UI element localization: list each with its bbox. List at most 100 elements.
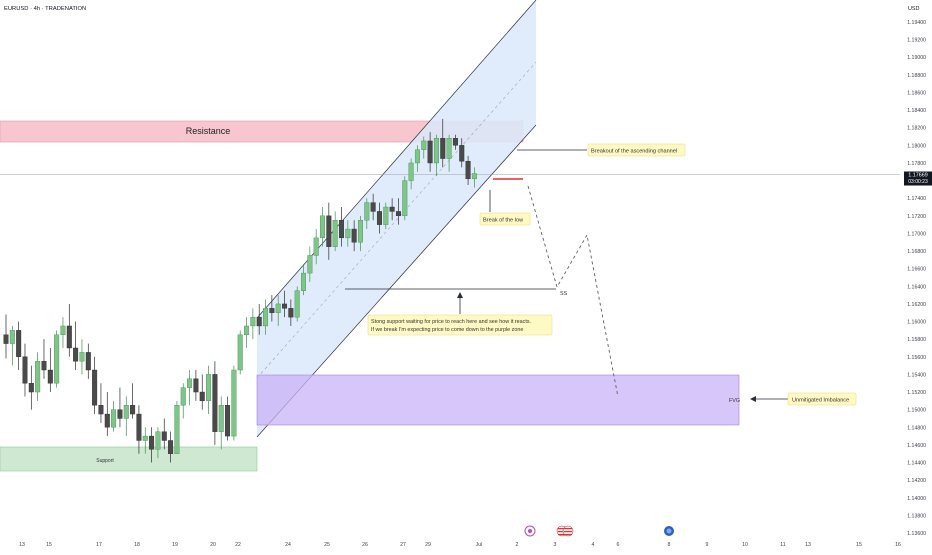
candle-body[interactable] [155, 431, 161, 450]
support-zone[interactable] [0, 446, 258, 472]
candle-body[interactable] [263, 308, 269, 327]
candle-body[interactable] [383, 206, 389, 225]
candle-body[interactable] [288, 308, 294, 318]
candle-body[interactable] [130, 405, 136, 415]
candle-body[interactable] [294, 290, 300, 318]
candle-body[interactable] [142, 435, 148, 441]
candle-body[interactable] [54, 334, 60, 384]
candle-body[interactable] [370, 202, 376, 212]
candle-body[interactable] [269, 308, 275, 313]
time-tick-label: 18 [134, 542, 140, 548]
candle-body[interactable] [199, 391, 205, 402]
candle-body[interactable] [237, 334, 243, 371]
break-low-note-box[interactable] [479, 212, 531, 226]
fvg-zone[interactable] [256, 374, 740, 426]
candle-body[interactable] [206, 374, 212, 402]
candle-body[interactable] [376, 211, 382, 225]
candle-body[interactable] [41, 360, 47, 371]
candle-body[interactable] [111, 409, 117, 428]
candle-body[interactable] [136, 413, 142, 441]
candle-body[interactable] [168, 440, 174, 454]
candle-body[interactable] [326, 215, 332, 247]
globe-icon[interactable] [664, 526, 674, 536]
ascending-channel[interactable] [257, 0, 536, 437]
candle-body[interactable] [16, 330, 22, 357]
candle-body[interactable] [440, 138, 446, 159]
price-tick-label: 1.14200 [907, 478, 926, 484]
time-tick-label: 17 [96, 542, 102, 548]
candle-body[interactable] [123, 405, 129, 419]
candle-body[interactable] [433, 138, 439, 164]
candle-body[interactable] [60, 325, 66, 335]
candle-body[interactable] [66, 325, 72, 349]
us-flag-icon[interactable] [562, 525, 574, 537]
candle-body[interactable] [313, 237, 319, 256]
candle-body[interactable] [338, 220, 344, 239]
candles-layer[interactable] [3, 118, 477, 463]
candle-body[interactable] [35, 360, 41, 393]
candle-body[interactable] [345, 228, 351, 239]
symbol-title[interactable]: EURUSD · 4h · TRADENATION [4, 6, 86, 12]
candle-body[interactable] [212, 374, 218, 432]
candle-body[interactable] [471, 173, 477, 180]
candle-body[interactable] [446, 138, 452, 159]
time-axis[interactable]: 13 15 17 18 19 20 22 24 25 26 27 29 Jul 2 3 4 6 8 9 10 11 13 1… [19, 542, 901, 548]
candle-body[interactable] [28, 383, 34, 393]
time-tick-label: 20 [210, 542, 216, 548]
time-tick-label: 15 [46, 542, 52, 548]
candle-body[interactable] [187, 378, 193, 388]
candle-body[interactable] [218, 405, 224, 432]
candle-body[interactable] [364, 202, 370, 221]
candle-body[interactable] [414, 149, 420, 164]
candle-body[interactable] [149, 435, 155, 450]
candle-body[interactable] [98, 405, 104, 415]
candle-body[interactable] [47, 369, 53, 384]
candle-body[interactable] [79, 352, 85, 362]
candle-body[interactable] [301, 272, 307, 291]
price-tick-label: 1.18600 [907, 90, 926, 96]
candle-body[interactable] [193, 378, 199, 393]
candle-body[interactable] [9, 330, 15, 344]
candle-body[interactable] [421, 140, 427, 150]
projected-price-path[interactable] [527, 185, 619, 398]
candle-body[interactable] [174, 405, 180, 454]
candle-body[interactable] [395, 211, 401, 217]
candle-body[interactable] [307, 255, 313, 274]
breakout-note-box[interactable] [587, 143, 686, 157]
time-tick-label: 16 [895, 542, 901, 548]
candle-body[interactable] [402, 180, 408, 217]
candle-body[interactable] [22, 356, 28, 384]
candle-body[interactable] [357, 220, 363, 243]
candle-body[interactable] [104, 413, 110, 428]
candle-body[interactable] [389, 206, 395, 212]
candle-body[interactable] [351, 228, 357, 243]
time-tick-label: 29 [425, 542, 431, 548]
candle-body[interactable] [320, 215, 326, 239]
price-axis[interactable]: 1.19400 1.19200 1.19000 1.18800 1.18600 1.184… [907, 20, 926, 537]
candle-body[interactable] [73, 347, 79, 362]
candle-body[interactable] [180, 387, 186, 406]
candle-body[interactable] [452, 138, 458, 146]
candle-body[interactable] [408, 162, 414, 181]
candle-body[interactable] [459, 145, 465, 162]
candle-body[interactable] [225, 405, 231, 437]
candle-body[interactable] [250, 316, 256, 327]
candle-body[interactable] [244, 325, 250, 335]
imbalance-note-box[interactable] [787, 392, 857, 406]
candle-body[interactable] [427, 140, 433, 164]
candle-body[interactable] [282, 303, 288, 309]
candle-body[interactable] [161, 431, 167, 441]
candle-body[interactable] [117, 409, 123, 419]
candle-body[interactable] [256, 316, 262, 327]
candle-body[interactable] [231, 369, 237, 437]
candle-body[interactable] [92, 369, 98, 406]
support-note-box[interactable] [367, 314, 553, 336]
candle-body[interactable] [275, 303, 281, 313]
event-marker-icon[interactable] [524, 525, 536, 537]
candle-body[interactable] [85, 352, 91, 371]
candle-body[interactable] [465, 161, 471, 180]
candle-body[interactable] [3, 334, 9, 344]
candle-body[interactable] [332, 220, 338, 247]
